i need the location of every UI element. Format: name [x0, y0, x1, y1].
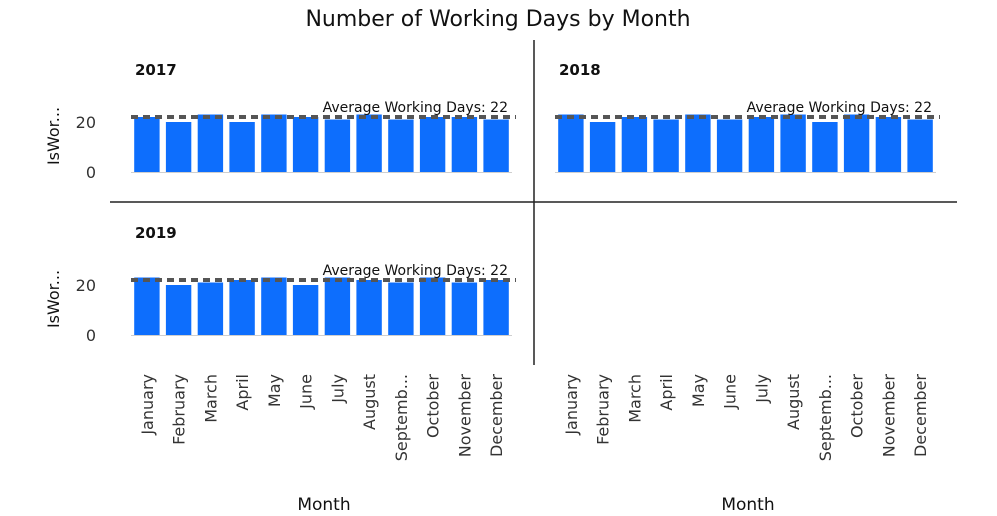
panel-2018-bar-2[interactable]	[589, 122, 616, 172]
panel-2018-bar-12[interactable]	[907, 119, 933, 173]
x-tick-left-2: February	[170, 374, 189, 445]
panel-2017-bar-11[interactable]	[451, 117, 478, 172]
panel-2017-bar-6[interactable]	[292, 117, 319, 172]
x-tick-left-7: July	[328, 374, 347, 404]
x-tick-right-7: July	[752, 374, 771, 404]
panel-2018-bar-4[interactable]	[653, 119, 679, 173]
panel-2018-bar-9[interactable]	[812, 122, 838, 172]
y-axis-label-row2: IsWor...	[44, 270, 63, 328]
panel-2019-bar-12[interactable]	[483, 280, 509, 335]
panel-2019-bar-11[interactable]	[451, 282, 478, 336]
x-tick-right-8: August	[784, 374, 803, 430]
panel-2017-bar-4[interactable]	[229, 122, 255, 172]
x-tick-right-5: May	[689, 374, 708, 407]
y-tick-20-row2: 20	[76, 276, 96, 295]
x-tick-left-3: March	[201, 374, 220, 423]
x-tick-right-9: Septemb...	[816, 374, 835, 461]
panel-2017-bar-1[interactable]	[134, 117, 160, 172]
panel-2017-bar-9[interactable]	[388, 119, 414, 173]
x-tick-left-4: April	[233, 374, 252, 411]
x-tick-left-5: May	[265, 374, 284, 407]
panel-2017-bar-2[interactable]	[165, 122, 192, 172]
panel-2019-bar-3[interactable]	[197, 282, 224, 336]
chart-title: Number of Working Days by Month	[305, 7, 690, 32]
chart-marks: Average Working Days: 22 Average Working …	[131, 100, 940, 461]
panel-2018-bar-5[interactable]	[685, 114, 711, 173]
panel-2019-bar-5[interactable]	[261, 277, 287, 336]
panel-2018-bar-10[interactable]	[843, 114, 870, 173]
panel-2018-bar-1[interactable]	[558, 114, 584, 173]
panel-2017-bar-12[interactable]	[483, 119, 509, 173]
panel-title-2017: 2017	[135, 61, 177, 79]
y-axis-label-row1: IsWor...	[44, 107, 63, 165]
panel-2019-bar-2[interactable]	[165, 285, 192, 335]
panel-2018-bar-6[interactable]	[716, 119, 743, 173]
panel-2017-bar-3[interactable]	[197, 114, 224, 173]
x-tick-left-10: October	[424, 374, 443, 438]
x-tick-right-3: March	[625, 374, 644, 423]
panel-2019-average-label: Average Working Days: 22	[323, 263, 508, 279]
panel-2018-average-label: Average Working Days: 22	[747, 100, 932, 116]
panel-2017-bar-5[interactable]	[261, 114, 287, 173]
panel-2018-bar-7[interactable]	[748, 117, 775, 172]
x-tick-left-9: Septemb...	[392, 374, 411, 461]
x-tick-left-1: January	[138, 374, 157, 436]
panel-2017-bar-7[interactable]	[324, 119, 351, 173]
panel-2017-average-label: Average Working Days: 22	[323, 100, 508, 116]
x-tick-right-6: June	[721, 374, 740, 410]
x-tick-right-4: April	[657, 374, 676, 411]
y-tick-0-row2: 0	[86, 326, 96, 345]
x-tick-right-10: October	[848, 374, 867, 438]
panel-2017-bar-8[interactable]	[356, 114, 382, 173]
panel-2017-bar-10[interactable]	[419, 117, 446, 172]
x-tick-left-8: August	[360, 374, 379, 430]
x-axis-label-right: Month	[721, 495, 774, 515]
panel-2019-bar-1[interactable]	[134, 277, 160, 336]
panel-2018-bar-11[interactable]	[875, 117, 902, 172]
panel-2019-bar-4[interactable]	[229, 280, 255, 335]
x-tick-right-12: December	[911, 374, 930, 457]
panel-2019-bar-7[interactable]	[324, 277, 351, 336]
x-tick-left-11: November	[455, 374, 474, 458]
panel-2018-bar-3[interactable]	[621, 117, 648, 172]
x-tick-right-2: February	[594, 374, 613, 445]
panel-2019-bar-8[interactable]	[356, 280, 382, 335]
x-axis-label-left: Month	[297, 495, 350, 515]
panel-2019-bar-6[interactable]	[292, 285, 319, 335]
y-tick-20-row1: 20	[76, 113, 96, 132]
panel-2019-bar-10[interactable]	[419, 277, 446, 336]
x-tick-left-6: June	[297, 374, 316, 410]
panel-title-2019: 2019	[135, 224, 177, 242]
panel-2019-bar-9[interactable]	[388, 282, 414, 336]
y-tick-0-row1: 0	[86, 163, 96, 182]
panel-2018-bar-8[interactable]	[780, 114, 806, 173]
x-tick-right-1: January	[562, 374, 581, 436]
panel-title-2018: 2018	[559, 61, 601, 79]
x-tick-left-12: December	[487, 374, 506, 457]
x-tick-right-11: November	[879, 374, 898, 458]
